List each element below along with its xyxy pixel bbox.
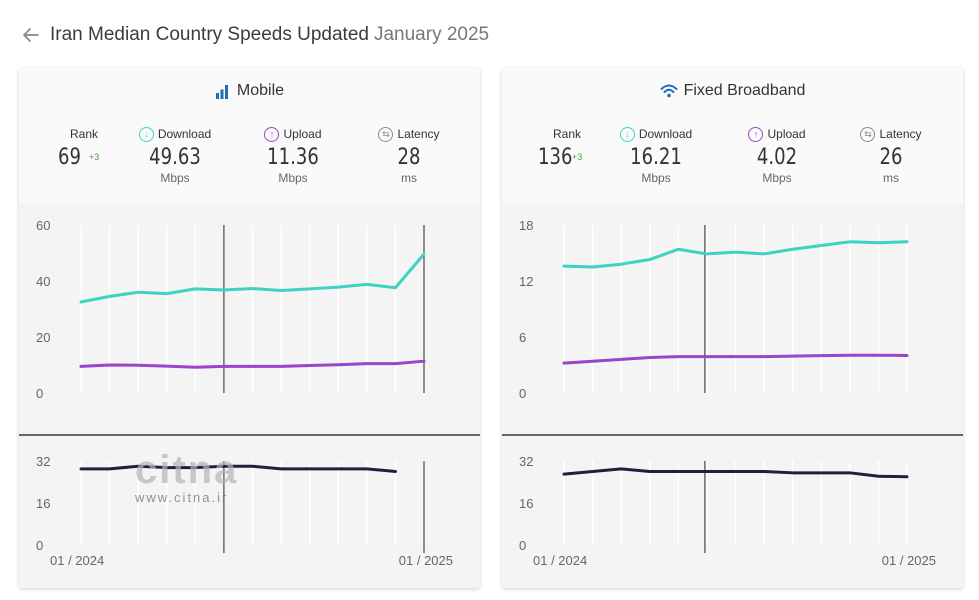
upload-value: 4.02 xyxy=(756,145,798,170)
download-icon: ↓ xyxy=(138,126,154,142)
rank-value: 69 xyxy=(58,145,81,170)
y-tick-label: 0 xyxy=(519,538,526,553)
download-series-line xyxy=(79,252,426,304)
fixed-broadband-panel: Fixed Broadband Rank 136 +3 ↓ Download 16… xyxy=(502,68,963,588)
mobile-panel: Mobile Rank 69 +3 ↓ Download 49.63 Mbps ↑… xyxy=(19,68,480,588)
watermark: citna www.citna.ir xyxy=(135,450,238,505)
download-label: Download xyxy=(157,127,212,141)
panel-summary: Mobile Rank 69 +3 ↓ Download 49.63 Mbps ↑… xyxy=(19,68,480,203)
latency-value: 26 xyxy=(879,145,903,170)
rank-change: +3 xyxy=(572,152,583,162)
upload-value: 11.36 xyxy=(267,145,319,170)
panel-title: Fixed Broadband xyxy=(502,82,963,100)
fixed-broadband-chart[interactable]: 0 6 12 18 0 16 32 01 / 2024 01 / 2025 xyxy=(502,203,963,588)
back-arrow-icon[interactable] xyxy=(20,24,42,46)
title-text: Iran Median Country Speeds Updated xyxy=(50,24,369,45)
x-tick-label: 01 / 2024 xyxy=(50,553,104,568)
rank-change: +3 xyxy=(89,152,100,162)
y-tick-label: 60 xyxy=(36,218,50,233)
panel-title-text: Mobile xyxy=(236,82,285,99)
mobile-chart[interactable]: 0 20 40 60 0 16 32 01 / 2024 01 / 2025 xyxy=(19,203,480,588)
x-tick-label: 01 / 2025 xyxy=(399,553,453,568)
y-tick-label: 18 xyxy=(519,218,533,233)
rank-metric: Rank 69 +3 xyxy=(54,126,114,170)
download-icon: ↓ xyxy=(619,126,635,142)
y-tick-label: 16 xyxy=(519,496,533,511)
y-tick-label: 6 xyxy=(519,330,526,345)
latency-series-line xyxy=(79,464,397,473)
upload-metric: ↑ Upload 11.36 Mbps xyxy=(248,126,338,185)
latency-unit: ms xyxy=(883,171,899,185)
upload-series-line xyxy=(562,353,909,365)
rank-metric: Rank 136 +3 xyxy=(537,126,597,170)
y-tick-label: 0 xyxy=(519,386,526,401)
panel-summary: Fixed Broadband Rank 136 +3 ↓ Download 16… xyxy=(502,68,963,203)
upload-metric: ↑ Upload 4.02 Mbps xyxy=(732,126,822,185)
x-tick-label: 01 / 2024 xyxy=(533,553,587,568)
signal-bars-icon xyxy=(215,85,228,99)
upload-label: Upload xyxy=(767,127,806,141)
upload-unit: Mbps xyxy=(762,171,792,185)
download-unit: Mbps xyxy=(160,171,190,185)
page-header: Iran Median Country Speeds Updated Januar… xyxy=(20,20,489,50)
latency-icon: ⇆ xyxy=(378,126,394,142)
y-tick-label: 32 xyxy=(519,454,533,469)
upload-icon: ↑ xyxy=(748,126,764,142)
latency-metric: ⇆ Latency 28 ms xyxy=(364,126,454,185)
y-tick-label: 20 xyxy=(36,330,50,345)
download-metric: ↓ Download 49.63 Mbps xyxy=(125,126,225,185)
y-tick-label: 12 xyxy=(519,274,533,289)
page-title: Iran Median Country Speeds Updated Januar… xyxy=(50,24,489,46)
download-value: 49.63 xyxy=(149,145,201,170)
rank-label: Rank xyxy=(69,127,98,141)
y-tick-label: 40 xyxy=(36,274,50,289)
x-tick-label: 01 / 2025 xyxy=(882,553,936,568)
panel-title-text: Fixed Broadband xyxy=(683,82,806,99)
latency-value: 28 xyxy=(397,145,421,170)
wifi-icon xyxy=(660,84,678,98)
rank-value: 136 xyxy=(538,145,573,170)
watermark-url: www.citna.ir xyxy=(135,490,229,505)
watermark-logo: citna xyxy=(135,448,239,492)
y-tick-label: 32 xyxy=(36,454,50,469)
title-date: January 2025 xyxy=(373,24,490,45)
upload-series-line xyxy=(79,359,426,369)
y-tick-label: 0 xyxy=(36,386,43,401)
download-unit: Mbps xyxy=(641,171,671,185)
latency-label: Latency xyxy=(879,127,922,141)
latency-series-line xyxy=(562,467,909,479)
upload-icon: ↑ xyxy=(264,126,280,142)
download-value: 16.21 xyxy=(630,145,682,170)
download-label: Download xyxy=(638,127,693,141)
upload-unit: Mbps xyxy=(278,171,308,185)
download-series-line xyxy=(562,240,909,269)
panel-title: Mobile xyxy=(19,82,480,100)
y-tick-label: 16 xyxy=(36,496,50,511)
y-tick-label: 0 xyxy=(36,538,43,553)
download-metric: ↓ Download 16.21 Mbps xyxy=(606,126,706,185)
latency-metric: ⇆ Latency 26 ms xyxy=(846,126,936,185)
latency-label: Latency xyxy=(397,127,440,141)
rank-label: Rank xyxy=(552,127,581,141)
latency-icon: ⇆ xyxy=(860,126,876,142)
latency-unit: ms xyxy=(401,171,417,185)
upload-label: Upload xyxy=(283,127,322,141)
